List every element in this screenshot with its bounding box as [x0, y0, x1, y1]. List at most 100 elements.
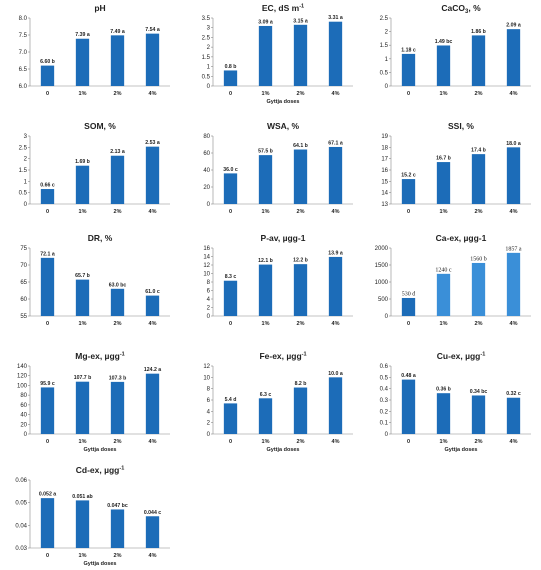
- data-label: 57.5 b: [258, 149, 273, 155]
- y-tick-label: 2000: [375, 246, 389, 252]
- data-label: 10.0 a: [328, 371, 343, 377]
- bar: [436, 273, 451, 316]
- x-tick-label: 4%: [149, 321, 157, 327]
- y-tick-label: 0.5: [380, 70, 389, 76]
- chart-title: Mg-ex, µgg-1: [75, 351, 124, 361]
- chart-title: WSA, %: [267, 121, 300, 131]
- data-label: 12.1 b: [258, 258, 273, 264]
- data-label: 0.051 ab: [72, 494, 92, 500]
- data-label: 1857 a: [505, 246, 522, 252]
- x-tick-label: 1%: [79, 553, 87, 559]
- bar: [401, 179, 416, 204]
- bar: [75, 279, 90, 316]
- x-tick-label: 2%: [297, 321, 305, 327]
- data-label: 107.7 b: [74, 375, 92, 381]
- bar: [110, 509, 125, 548]
- x-tick-label: 4%: [332, 91, 340, 97]
- x-tick-label: 2%: [475, 321, 483, 327]
- bar: [471, 262, 486, 316]
- data-label: 63.0 bc: [109, 282, 127, 288]
- y-tick-label: 0.5: [380, 375, 389, 381]
- y-tick-label: 7.0: [19, 50, 28, 56]
- y-tick-label: 1: [385, 57, 389, 63]
- chart-title: Fe-ex, µgg-1: [259, 351, 306, 361]
- bar: [436, 162, 451, 204]
- y-tick-label: 3: [24, 134, 28, 140]
- chart-title: DR, %: [88, 233, 113, 243]
- data-label: 18.0 a: [506, 141, 521, 147]
- chart-grid: pH 6.0 6.5 7.0 7.5 8.0 6.60 b 0 7.39 a 1% 7.49 a 2%…: [15, 0, 536, 567]
- bar: [40, 65, 55, 86]
- x-tick-label: 0: [407, 209, 410, 215]
- y-tick-label: 2: [24, 157, 28, 163]
- bar: [471, 154, 486, 204]
- x-tick-label: 2%: [114, 321, 122, 327]
- y-tick-label: 65: [20, 280, 27, 286]
- y-tick-label: 0.3: [380, 398, 389, 404]
- x-tick-label: 2%: [475, 209, 483, 215]
- bar: [110, 155, 125, 204]
- bar: [145, 146, 160, 204]
- y-tick-label: 0.03: [15, 546, 27, 552]
- x-tick-label: 1%: [262, 209, 270, 215]
- chart-panel-10: Fe-ex, µgg-1 0 2 4 6 8 10 12 5.4 d 0 6.3 c 1% 8.2 b 2…: [183, 348, 358, 456]
- data-label: 8.2 b: [295, 381, 307, 387]
- y-tick-label: 0.1: [380, 421, 389, 427]
- y-tick-label: 2: [207, 421, 211, 427]
- y-tick-label: 12: [203, 263, 210, 269]
- chart-svg-6: DR, % 55 60 65 70 75 72.1 a 0 65.7 b 1% 63.0 bc 2% 6…: [20, 233, 170, 327]
- data-label: 2.13 a: [110, 149, 125, 155]
- y-tick-label: 140: [17, 364, 28, 370]
- y-tick-label: 500: [378, 297, 389, 303]
- x-tick-label: 0: [46, 91, 49, 97]
- x-tick-label: 0: [46, 553, 49, 559]
- bar: [328, 256, 343, 316]
- x-tick-label: 1%: [440, 439, 448, 445]
- x-tick-label: 1%: [262, 321, 270, 327]
- y-tick-label: 8: [207, 387, 211, 393]
- chart-svg-5: SSI, % 13 14 15 16 17 18 19 15.2 c 0 16.7 b 1% 17.4 …: [381, 121, 531, 215]
- y-tick-label: 2.5: [380, 16, 389, 22]
- chart-panel-12: Cd-ex, µgg-1 0.03 0.04 0.05 0.06 0.052 a 0 0.05…: [0, 462, 175, 570]
- y-tick-label: 14: [203, 255, 210, 261]
- x-tick-label: 4%: [510, 321, 518, 327]
- y-tick-label: 80: [203, 134, 210, 140]
- x-tick-label: 4%: [510, 91, 518, 97]
- x-tick-label: 1%: [79, 321, 87, 327]
- y-tick-label: 100: [17, 383, 28, 389]
- y-tick-label: 15: [381, 179, 388, 185]
- data-label: 13.9 a: [328, 250, 343, 256]
- y-tick-label: 1.5: [202, 55, 211, 61]
- chart-panel-11: Cu-ex, µgg-1 0 0.1 0.2 0.3 0.4 0.5 0.6 0.48 a 0 0.…: [361, 348, 536, 456]
- x-tick-label: 4%: [332, 439, 340, 445]
- y-tick-label: 0: [207, 432, 211, 438]
- chart-panel-1: EC, dS m-1 0 0.5 1 1.5 2 2.5 3 3.5 0.8 b 0 3.09 a 1%…: [183, 0, 358, 108]
- bar: [75, 165, 90, 204]
- bar: [328, 146, 343, 204]
- chart-title: SSI, %: [448, 121, 474, 131]
- data-label: 65.7 b: [75, 273, 90, 279]
- chart-title: EC, dS m-1: [262, 3, 304, 13]
- chart-title: CaCO3, %: [441, 3, 481, 15]
- y-tick-label: 40: [20, 413, 27, 419]
- x-tick-label: 0: [229, 439, 232, 445]
- y-tick-label: 0.5: [19, 191, 28, 197]
- chart-svg-1: EC, dS m-1 0 0.5 1 1.5 2 2.5 3 3.5 0.8 b 0 3.09 a 1%…: [202, 3, 353, 105]
- y-tick-label: 2: [385, 30, 389, 36]
- x-tick-label: 0: [46, 321, 49, 327]
- data-label: 7.49 a: [110, 29, 125, 35]
- y-tick-label: 80: [20, 393, 27, 399]
- x-axis-label: Gyttja doses: [266, 447, 299, 453]
- bar: [328, 377, 343, 434]
- y-tick-label: 0.4: [380, 387, 389, 393]
- bar: [328, 21, 343, 86]
- y-tick-label: 2: [207, 306, 211, 312]
- chart-panel-5: SSI, % 13 14 15 16 17 18 19 15.2 c 0 16.7 b 1% 17.4 …: [361, 118, 536, 226]
- x-tick-label: 0: [407, 321, 410, 327]
- x-tick-label: 4%: [149, 209, 157, 215]
- bar: [293, 24, 308, 86]
- y-tick-label: 0.06: [15, 478, 27, 484]
- data-label: 61.0 c: [145, 289, 160, 295]
- y-tick-label: 7.5: [19, 33, 28, 39]
- x-tick-label: 0: [46, 209, 49, 215]
